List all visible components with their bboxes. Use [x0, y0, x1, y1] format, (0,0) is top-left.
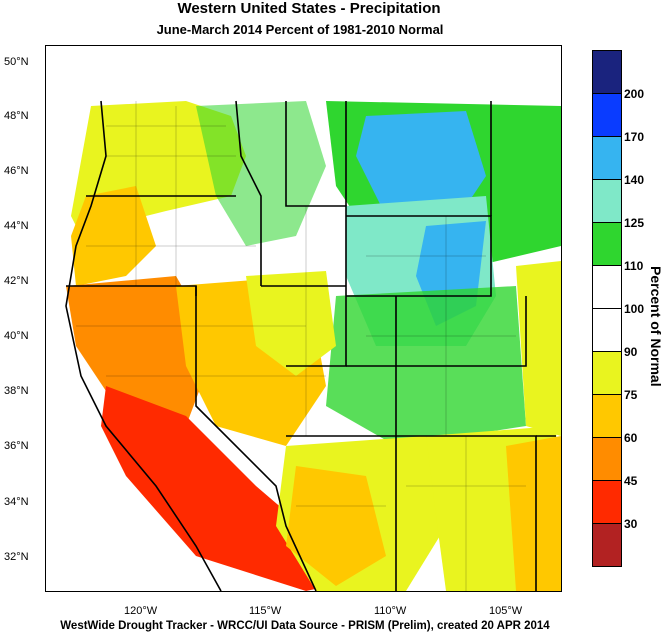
lat-label-40: 40°N: [4, 330, 29, 342]
lat-label-38: 38°N: [4, 385, 29, 397]
state-boundaries: [65, 100, 556, 591]
region-east-yellow-plains: [516, 261, 561, 436]
colorbar-label-200: 200: [624, 87, 645, 101]
colorbar-swatch-lt30: [592, 523, 622, 567]
lon-label-110: 110°W: [374, 605, 407, 617]
precipitation-map: [45, 45, 562, 592]
colorbar-swatch-45: [592, 437, 622, 481]
colorbar-swatch-125: [592, 179, 622, 223]
lat-label-46: 46°N: [4, 165, 29, 177]
colorbar-swatch-170: [592, 93, 622, 137]
colorbar-swatch-140: [592, 136, 622, 180]
region-nevada-yellow: [246, 271, 336, 376]
lon-label-115: 115°W: [249, 605, 282, 617]
colorbar-swatch-60: [592, 394, 622, 438]
map-title: Western United States - Precipitation: [177, 0, 441, 17]
colorbar-label-60: 60: [624, 431, 638, 445]
region-east-orange: [506, 436, 561, 591]
colorbar-swatch-200plus: [592, 50, 622, 94]
colorbar-label-45: 45: [624, 474, 638, 488]
colorbar-label-110: 110: [624, 259, 644, 273]
colorbar-swatch-100: [592, 265, 622, 309]
colorbar-swatch-110: [592, 222, 622, 266]
colorbar-label-90: 90: [624, 345, 638, 359]
footer-credit: WestWide Drought Tracker - WRCC/UI Data …: [60, 620, 550, 632]
region-northern-california: [66, 276, 216, 426]
map-canvas: [46, 46, 561, 591]
lat-label-44: 44°N: [4, 220, 29, 232]
lat-label-48: 48°N: [4, 110, 29, 122]
region-arizona-orange: [286, 466, 386, 586]
lat-label-42: 42°N: [4, 275, 29, 287]
region-oregon-coast: [71, 186, 156, 286]
lon-label-105: 105°W: [489, 605, 523, 617]
colorbar-label-170: 170: [624, 130, 645, 144]
map-subtitle: June-March 2014 Percent of 1981-2010 Nor…: [156, 22, 444, 37]
colorbar-title: Percent of Normal: [648, 266, 664, 387]
lon-label-120: 120°W: [124, 605, 158, 617]
colorbar-swatch-30: [592, 480, 622, 524]
region-idaho: [196, 101, 326, 246]
colorbar-label-30: 30: [624, 517, 638, 531]
county-lines: [76, 101, 526, 591]
colorbar-label-100: 100: [624, 302, 645, 316]
colorbar-swatch-75: [592, 351, 622, 395]
lat-label-36: 36°N: [4, 440, 29, 452]
colorbar-label-75: 75: [624, 388, 638, 402]
colorbar-label-125: 125: [624, 216, 645, 230]
lat-label-32: 32°N: [4, 551, 29, 563]
colorbar-swatch-90: [592, 308, 622, 352]
lat-label-50: 50°N: [4, 56, 29, 68]
colorbar-label-140: 140: [624, 173, 645, 187]
lat-label-34: 34°N: [4, 496, 29, 508]
